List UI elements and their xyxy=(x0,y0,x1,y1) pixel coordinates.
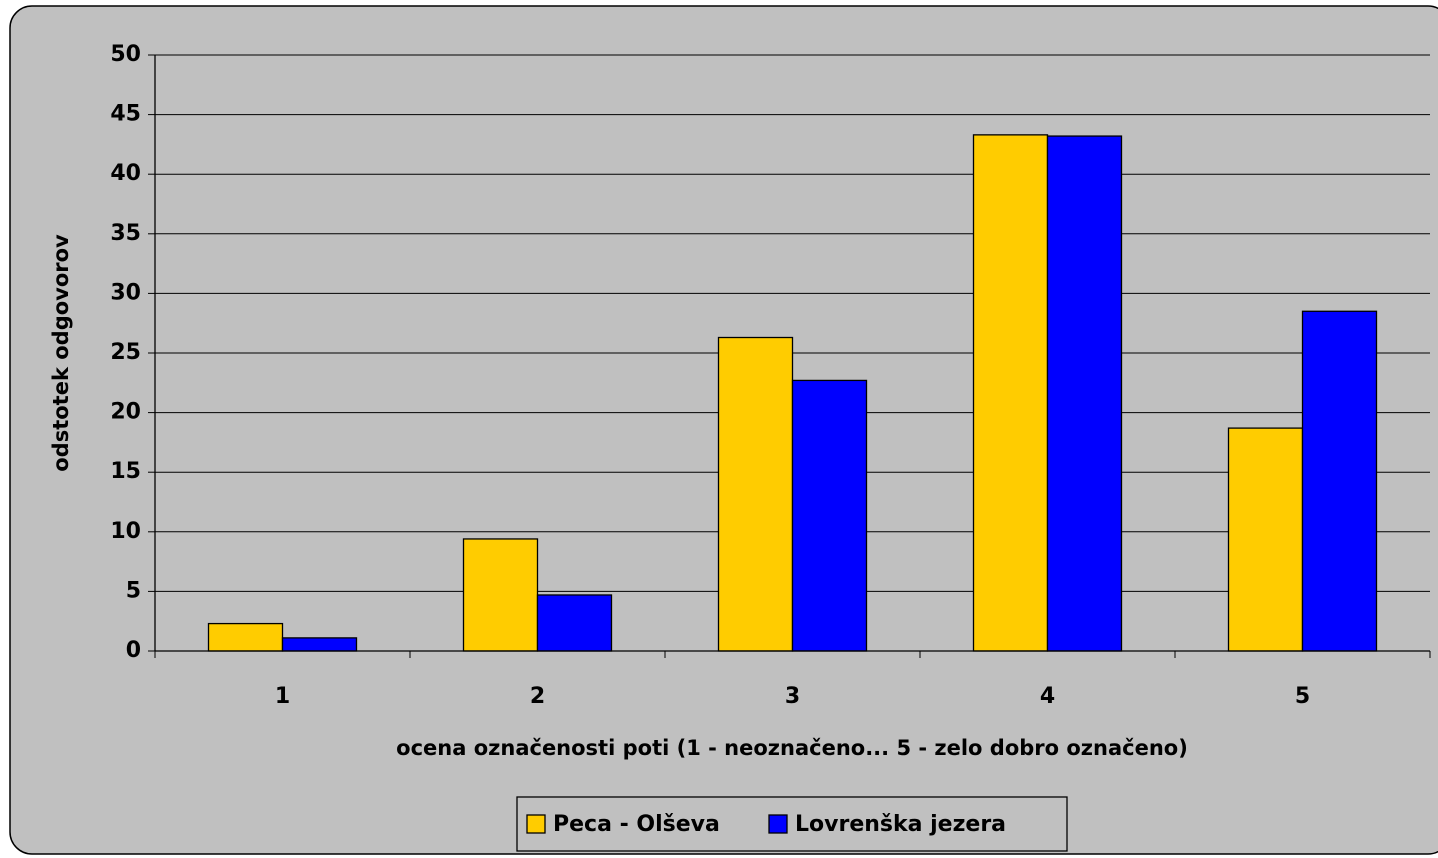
bar xyxy=(791,379,868,652)
x-tick-label: 2 xyxy=(530,684,545,709)
y-tick-label: 10 xyxy=(110,519,141,544)
legend-swatch xyxy=(526,814,546,834)
y-tick-label: 35 xyxy=(110,221,141,246)
legend-label: Lovrenška jezera xyxy=(795,812,1006,837)
x-tick-label: 4 xyxy=(1040,684,1055,709)
y-tick-label: 30 xyxy=(110,280,141,305)
y-tick-label: 5 xyxy=(126,578,141,603)
bar xyxy=(1227,427,1304,652)
y-tick-label: 20 xyxy=(110,400,141,425)
bar xyxy=(462,538,539,652)
y-tick-label: 45 xyxy=(110,102,141,127)
y-tick-label: 15 xyxy=(110,459,141,484)
x-tick-label: 5 xyxy=(1295,684,1310,709)
y-tick-label: 40 xyxy=(110,161,141,186)
y-tick-label: 25 xyxy=(110,340,141,365)
bar xyxy=(536,594,613,652)
y-axis-label: odstotek odgovorov xyxy=(49,234,73,472)
bar xyxy=(1301,310,1378,652)
bar xyxy=(1046,135,1123,652)
bar xyxy=(972,134,1049,652)
legend-swatch xyxy=(768,814,788,834)
x-axis-label: ocena označenosti poti (1 - neoznačeno..… xyxy=(396,736,1188,760)
x-tick-label: 1 xyxy=(275,684,290,709)
bar xyxy=(281,637,358,652)
legend-box xyxy=(516,796,1068,852)
bar xyxy=(717,336,794,652)
bar xyxy=(207,622,284,652)
y-tick-label: 50 xyxy=(110,42,141,67)
y-tick-label: 0 xyxy=(126,638,141,663)
x-tick-label: 3 xyxy=(785,684,800,709)
legend-label: Peca - Olševa xyxy=(553,812,720,837)
